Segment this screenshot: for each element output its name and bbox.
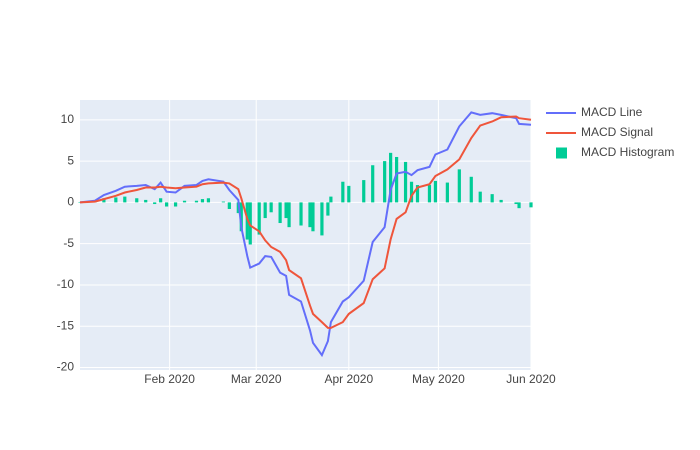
histogram-bar [299, 202, 303, 226]
histogram-bar [499, 199, 503, 203]
histogram-bar [194, 200, 199, 203]
histogram-bar [311, 202, 315, 232]
histogram-bar [263, 202, 267, 219]
histogram-bar [529, 202, 533, 208]
histogram-bar [239, 202, 243, 232]
histogram-bar [284, 202, 288, 219]
x-tick-label: May 2020 [412, 372, 465, 386]
histogram-bar [394, 156, 399, 203]
y-tick-label: 5 [67, 153, 74, 167]
y-tick-label: 0 [67, 195, 74, 209]
histogram-bar [445, 182, 449, 203]
histogram-bar [326, 202, 330, 216]
histogram-bar [347, 185, 351, 203]
histogram-bar [153, 202, 157, 205]
histogram-bar [159, 198, 163, 203]
x-tick-label: Feb 2020 [144, 372, 195, 386]
histogram-bar [200, 199, 205, 203]
y-tick-label: 10 [61, 112, 75, 126]
histogram-bar [102, 198, 106, 203]
y-tick-label: -5 [63, 236, 74, 250]
histogram-bar [173, 202, 178, 207]
histogram-bar [135, 198, 139, 203]
histogram-bar [165, 202, 169, 207]
histogram-bar [320, 202, 324, 236]
histogram-bar [308, 202, 312, 228]
legend-label: MACD Histogram [581, 145, 674, 159]
histogram-bar [415, 185, 420, 203]
legend-label: MACD Signal [581, 125, 653, 139]
histogram-bar [457, 169, 461, 203]
histogram-bar [478, 191, 482, 203]
histogram-bar [182, 200, 187, 203]
histogram-bar [514, 202, 518, 205]
histogram-bar [329, 196, 333, 203]
histogram-bar [403, 161, 408, 203]
y-tick-label: -20 [57, 360, 75, 374]
histogram-bar [383, 161, 387, 203]
histogram-bar [362, 180, 366, 203]
histogram-bar [341, 181, 345, 203]
y-tick-label: -10 [57, 277, 75, 291]
histogram-bar [287, 202, 291, 228]
plot-area [80, 100, 531, 370]
histogram-bar [144, 199, 148, 203]
histogram-bar [114, 197, 118, 203]
histogram-bar [433, 180, 438, 203]
legend-label: MACD Line [581, 105, 643, 119]
histogram-bar [123, 196, 127, 203]
histogram-bar [257, 202, 261, 235]
line [79, 115, 532, 329]
histogram-bar [371, 165, 375, 203]
line [79, 111, 532, 358]
x-tick-label: Jun 2020 [506, 372, 556, 386]
histogram-bar [389, 152, 393, 203]
histogram-bar [78, 202, 82, 203]
histogram-bar [409, 181, 414, 203]
histogram-bar [221, 201, 225, 203]
histogram-bar [490, 194, 494, 203]
x-tick-label: Mar 2020 [231, 372, 282, 386]
histogram-bar [278, 202, 282, 224]
legend-swatch [556, 147, 567, 159]
histogram-bar [427, 185, 432, 203]
histogram-bar [227, 202, 231, 209]
y-tick-label: -15 [57, 318, 75, 332]
x-tick-label: Apr 2020 [324, 372, 373, 386]
histogram-bar [517, 202, 521, 209]
histogram-bar [269, 202, 273, 213]
histogram-bar [206, 198, 211, 203]
histogram-bar [469, 176, 473, 203]
